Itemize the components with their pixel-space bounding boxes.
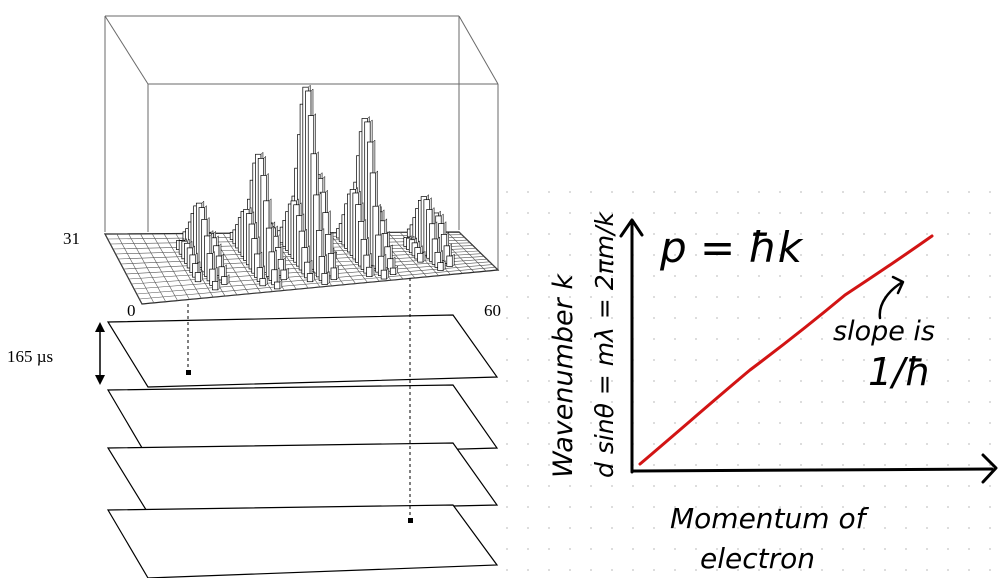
detection-event-2 — [408, 518, 413, 523]
histogram-bar-side — [336, 265, 339, 281]
time-spacing-label: 165 µs — [7, 347, 53, 366]
detection-event-1 — [186, 370, 191, 375]
spacing-arrow-top — [95, 322, 105, 332]
momentum-wavenumber-line — [638, 234, 934, 466]
y-axis-label: Wavenumber k — [548, 273, 579, 478]
dot-grid-background — [505, 175, 1000, 578]
slope-annotation-text: slope is — [833, 316, 935, 347]
histogram-figure: 31 0 60 165 µs — [7, 15, 501, 578]
histogram-bar-side — [386, 267, 389, 280]
histogram-bar-side — [452, 253, 455, 268]
histogram-bar — [274, 281, 281, 290]
y-axis-arrowhead — [619, 218, 644, 238]
histogram-bar-side — [312, 270, 315, 283]
slope-value-text: 1/ħ — [868, 350, 931, 394]
histogram-bar-side — [327, 270, 330, 286]
x-axis-label-line2: electron — [700, 542, 815, 575]
y-axis-equation: d sinθ = mλ = 2πm/k — [590, 211, 619, 478]
histogram-bar-side — [286, 267, 289, 281]
slope-arrowhead — [891, 275, 905, 295]
time-plane-3 — [106, 442, 499, 514]
notes-panel: p = ħk slope is 1/ħ Momentum of electron… — [505, 175, 1000, 578]
box-wireframe — [104, 15, 499, 270]
histogram-bar-side — [217, 278, 221, 291]
x-min-label: 0 — [127, 301, 136, 320]
histogram-bars — [176, 84, 455, 291]
x-max-label: 60 — [484, 301, 501, 320]
histogram-bar-side — [371, 264, 375, 278]
slope-annotation-arrow — [878, 281, 903, 320]
histogram-bar — [330, 267, 337, 281]
histogram-bar — [446, 255, 453, 267]
histogram-bar-side — [395, 265, 399, 276]
histogram-bar-side — [442, 260, 446, 272]
time-plane-4 — [106, 504, 499, 578]
histogram-bar-side — [265, 275, 268, 287]
histogram-bar — [221, 276, 228, 285]
histogram-bar — [194, 272, 202, 283]
histogram-bar-side — [200, 269, 203, 283]
x-axis-label-line1: Momentum of — [670, 502, 870, 535]
histogram-bar-side — [422, 250, 426, 263]
histogram-bar — [280, 269, 287, 281]
histogram-bar — [417, 252, 424, 263]
time-planes — [106, 314, 499, 578]
z-tick-label: 31 — [63, 229, 80, 248]
time-plane-1 — [106, 314, 499, 388]
histogram-bar — [389, 267, 397, 275]
spacing-arrow-bottom — [95, 375, 105, 385]
histogram-bar — [306, 273, 314, 283]
histogram-bar — [437, 262, 444, 271]
histogram-bar — [321, 273, 328, 285]
formula-text: p = ħk — [659, 223, 804, 272]
histogram-bar — [212, 281, 219, 291]
histogram-bar — [259, 278, 266, 287]
x-axis-arrowhead — [981, 453, 998, 484]
histogram-bar — [366, 266, 373, 277]
x-axis — [630, 467, 994, 473]
histogram-bar-side — [279, 279, 283, 290]
histogram-bar — [380, 269, 387, 280]
time-plane-2 — [106, 384, 499, 459]
histogram-bar-side — [226, 273, 230, 286]
